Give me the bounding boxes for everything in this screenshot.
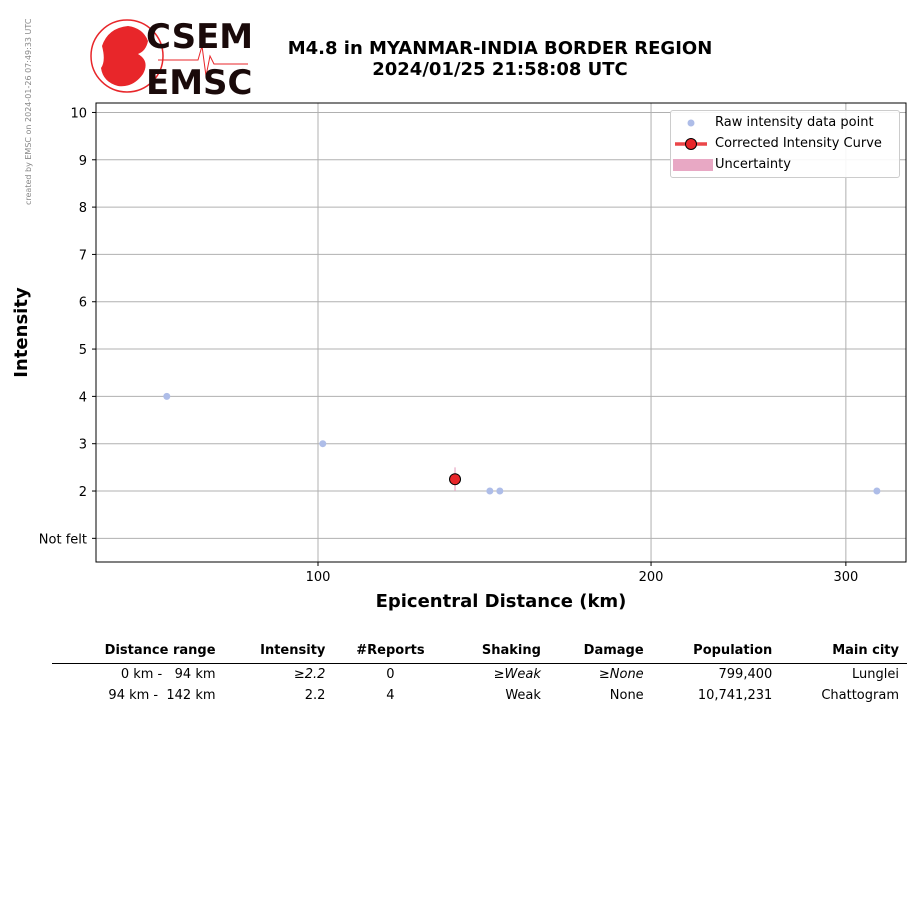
intensity-chart: 100 200 300 Not felt 2 3 4 5 6 7 8 9 10 Epicentral Di… [11,102,907,612]
x-tick-label: 200 [639,570,664,585]
y-axis-label: Intensity [11,287,32,378]
y-tick-label: 5 [79,343,87,358]
y-tick-label: 10 [70,106,87,121]
cell-main-city: Chattogram [821,688,899,703]
header-main-city: Main city [780,640,907,664]
header-reports: #Reports [333,640,448,664]
header-distance: Distance range [52,640,224,664]
cell-distance: 0 km - 94 km [120,667,216,682]
cell-population: 799,400 [718,667,773,682]
y-tick-label: 8 [79,201,87,216]
logo-top-text: CSEM [146,17,253,57]
legend-item-uncertainty: Uncertainty [671,156,899,174]
table-header-row: Distance range Intensity #Reports Shakin… [52,640,907,664]
y-tick-label: 2 [79,485,87,500]
raw-data-point [163,392,171,400]
legend-raw-marker [687,119,695,127]
cell-damage: None [609,688,644,703]
legend-raw-label: Raw intensity data point [715,115,874,130]
table-row: 0 km - 94 km ≥2.2 0 ≥Weak ≥None 799,400 … [52,664,907,686]
header-intensity: Intensity [223,640,334,664]
legend-item-raw: Raw intensity data point [671,114,899,132]
chart-title: M4.8 in MYANMAR-INDIA BORDER REGION 2024… [260,38,740,80]
x-tick-label: 300 [833,570,858,585]
raw-data-point [496,487,504,495]
cell-reports: 4 [386,688,395,703]
cell-intensity: 2.2 [304,688,326,703]
corrected-intensity-point [449,473,462,486]
header-shaking: Shaking [447,640,549,664]
y-tick-label: 6 [79,296,87,311]
x-axis-label: Epicentral Distance (km) [376,591,627,612]
title-line-2: 2024/01/25 21:58:08 UTC [372,59,628,80]
legend-curve-marker [675,138,707,150]
cell-intensity: ≥2.2 [293,667,326,682]
legend-curve-label: Corrected Intensity Curve [715,136,882,151]
table-row: 94 km - 142 km 2.2 4 Weak None 10,741,23… [52,685,907,706]
title-line-1: M4.8 in MYANMAR-INDIA BORDER REGION [287,38,713,59]
raw-data-point [319,440,327,448]
emsc-logo: CSEM EMSC [90,17,253,100]
legend-uncertainty-label: Uncertainty [715,157,791,172]
chart-legend: Raw intensity data point Corrected Inten… [670,110,900,178]
cell-shaking: Weak [505,688,541,703]
header-population: Population [651,640,781,664]
cell-damage: ≥None [598,667,644,682]
y-tick-label: 7 [79,248,87,263]
cell-reports: 0 [386,667,395,682]
y-tick-label: 3 [79,438,87,453]
cell-main-city: Lunglei [852,667,899,682]
raw-data-point [486,487,494,495]
legend-item-curve: Corrected Intensity Curve [671,135,899,153]
plot-frame [95,102,907,563]
y-tick-label: 9 [79,154,87,169]
raw-data-point [873,487,881,495]
header-damage: Damage [548,640,652,664]
cell-shaking: ≥Weak [493,667,541,682]
summary-table: Distance range Intensity #Reports Shakin… [52,640,907,706]
cell-population: 10,741,231 [697,688,773,703]
y-tick-label: 4 [79,390,87,405]
legend-uncertainty-marker [673,159,713,171]
logo-bottom-text: EMSC [146,63,253,100]
cell-distance: 94 km - 142 km [108,688,216,703]
x-tick-label: 100 [306,570,331,585]
y-tick-label: Not felt [39,532,87,547]
